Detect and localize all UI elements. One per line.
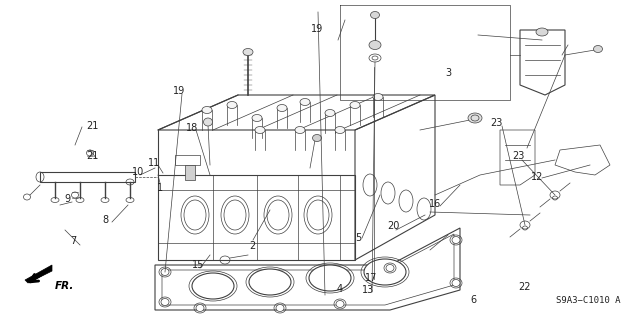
Ellipse shape bbox=[452, 279, 460, 286]
Ellipse shape bbox=[161, 269, 169, 276]
Text: 16: 16 bbox=[429, 199, 442, 209]
Ellipse shape bbox=[277, 105, 287, 112]
Text: 22: 22 bbox=[518, 282, 531, 292]
Ellipse shape bbox=[295, 127, 305, 133]
Text: 12: 12 bbox=[531, 172, 544, 182]
Ellipse shape bbox=[192, 273, 234, 299]
Ellipse shape bbox=[593, 46, 602, 53]
Ellipse shape bbox=[161, 299, 169, 306]
Text: 4: 4 bbox=[336, 284, 342, 294]
Text: 18: 18 bbox=[186, 122, 198, 133]
Ellipse shape bbox=[373, 93, 383, 100]
Text: 10: 10 bbox=[131, 167, 144, 177]
Text: FR.: FR. bbox=[55, 281, 74, 291]
Ellipse shape bbox=[325, 109, 335, 116]
Text: 6: 6 bbox=[470, 295, 477, 305]
Text: 3: 3 bbox=[445, 68, 451, 78]
Ellipse shape bbox=[276, 305, 284, 311]
Text: 8: 8 bbox=[102, 215, 109, 225]
Ellipse shape bbox=[369, 41, 381, 49]
Ellipse shape bbox=[204, 118, 212, 126]
Text: 23: 23 bbox=[512, 151, 525, 161]
Text: 19: 19 bbox=[173, 86, 186, 96]
Text: 17: 17 bbox=[365, 272, 378, 283]
Ellipse shape bbox=[202, 107, 212, 114]
Text: 23: 23 bbox=[490, 118, 502, 128]
Ellipse shape bbox=[371, 11, 380, 19]
Text: 11: 11 bbox=[147, 158, 160, 168]
Ellipse shape bbox=[309, 265, 351, 291]
Ellipse shape bbox=[468, 113, 482, 123]
Ellipse shape bbox=[386, 264, 394, 271]
Ellipse shape bbox=[364, 259, 406, 285]
Text: 9: 9 bbox=[64, 194, 70, 204]
Text: 1: 1 bbox=[157, 183, 163, 193]
Ellipse shape bbox=[255, 127, 265, 133]
Ellipse shape bbox=[196, 305, 204, 311]
Ellipse shape bbox=[249, 269, 291, 295]
Ellipse shape bbox=[335, 127, 345, 133]
Text: 2: 2 bbox=[250, 241, 256, 251]
Ellipse shape bbox=[452, 236, 460, 243]
Ellipse shape bbox=[536, 28, 548, 36]
Polygon shape bbox=[185, 165, 195, 180]
Text: 21: 21 bbox=[86, 121, 99, 131]
Text: 21: 21 bbox=[86, 151, 99, 161]
Ellipse shape bbox=[336, 300, 344, 308]
Text: 5: 5 bbox=[355, 233, 362, 243]
Text: 19: 19 bbox=[310, 24, 323, 34]
Text: 7: 7 bbox=[70, 236, 77, 246]
Ellipse shape bbox=[312, 135, 321, 142]
Ellipse shape bbox=[300, 99, 310, 106]
Ellipse shape bbox=[350, 101, 360, 108]
Text: 13: 13 bbox=[362, 285, 374, 295]
Polygon shape bbox=[25, 265, 52, 283]
Text: 15: 15 bbox=[192, 260, 205, 270]
Ellipse shape bbox=[243, 48, 253, 56]
Ellipse shape bbox=[227, 101, 237, 108]
Ellipse shape bbox=[252, 115, 262, 122]
Text: S9A3−C1010 A: S9A3−C1010 A bbox=[556, 296, 620, 305]
Text: 20: 20 bbox=[387, 221, 400, 232]
